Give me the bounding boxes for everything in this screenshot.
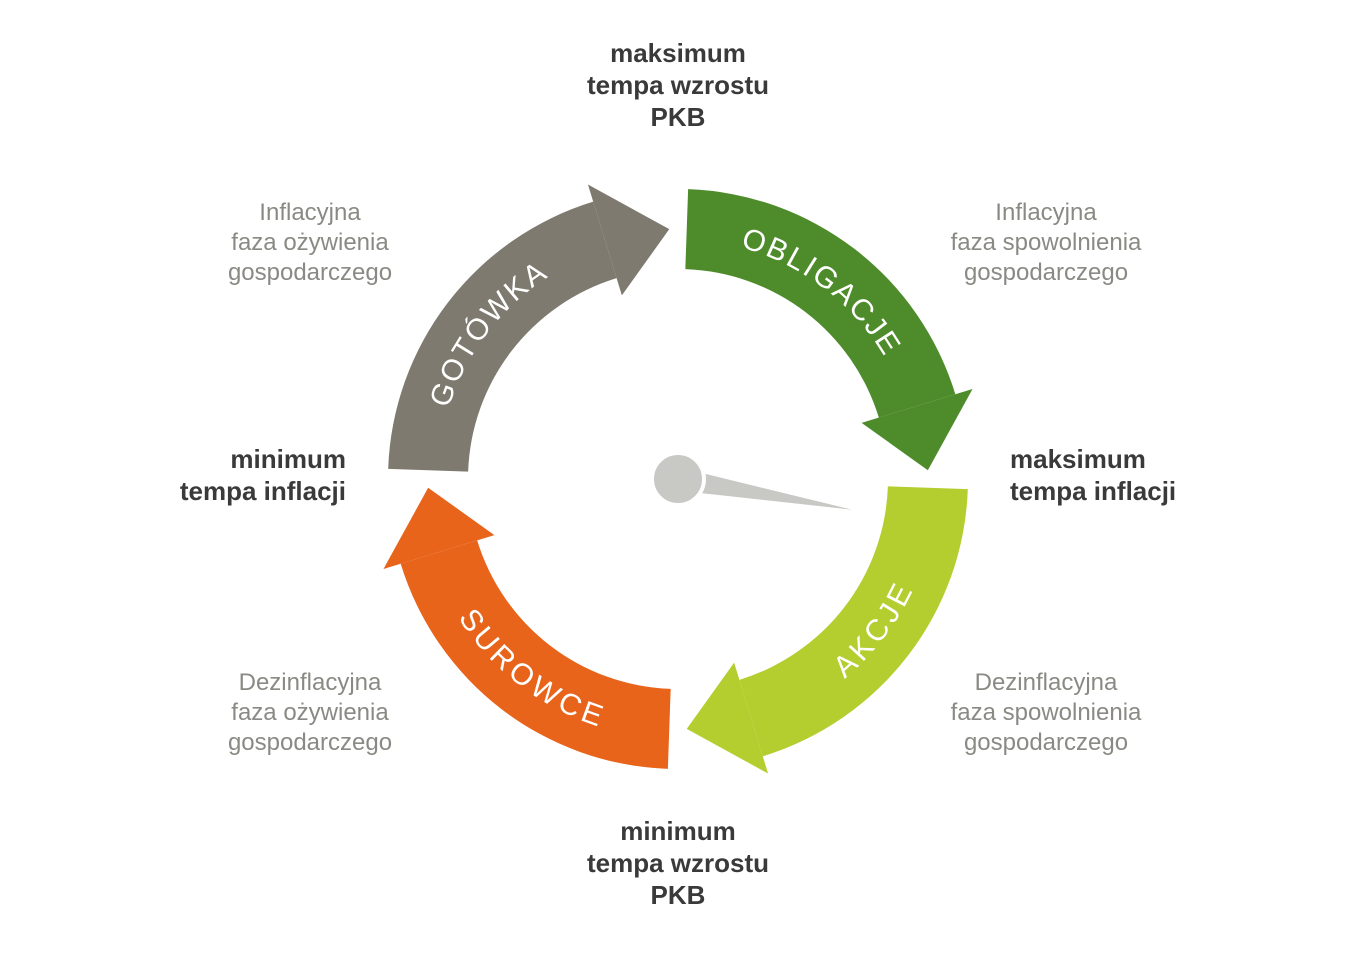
axis-label-bottom-line1: minimum [620, 816, 736, 846]
phase-bl-line3: gospodarczego [228, 729, 392, 756]
axis-label-right: maksimum tempa inflacji [1010, 444, 1176, 506]
phase-tr-line2: faza spowolnienia [951, 229, 1142, 256]
axis-label-right-line2: tempa inflacji [1010, 476, 1176, 506]
axis-label-left: minimum tempa inflacji [180, 444, 346, 506]
axis-label-left-line1: minimum [230, 444, 346, 474]
axis-label-bottom-line3: PKB [651, 880, 706, 910]
investment-clock-diagram: SUROWCEGOTÓWKAOBLIGACJEAKCJE maksimum te… [0, 0, 1356, 958]
phase-bl-line1: Dezinflacyjna [239, 669, 382, 696]
axis-label-top: maksimum tempa wzrostu PKB [587, 38, 769, 132]
phase-tr-line1: Inflacyjna [995, 199, 1097, 226]
axis-label-right-line1: maksimum [1010, 444, 1146, 474]
phase-label-top-right: Inflacyjna faza spowolnienia gospodarcze… [951, 199, 1142, 286]
phase-br-line3: gospodarczego [964, 729, 1128, 756]
phase-tl-line3: gospodarczego [228, 259, 392, 286]
phase-tr-line3: gospodarczego [964, 259, 1128, 286]
axis-label-bottom: minimum tempa wzrostu PKB [587, 816, 769, 910]
phase-label-bottom-right: Dezinflacyjna faza spowolnienia gospodar… [951, 669, 1142, 756]
axis-label-bottom-line2: tempa wzrostu [587, 848, 769, 878]
phase-label-top-left: Inflacyjna faza ożywienia gospodarczego [228, 199, 392, 286]
axis-label-left-line2: tempa inflacji [180, 476, 346, 506]
phase-bl-line2: faza ożywienia [231, 699, 389, 726]
clock-needle [652, 453, 875, 514]
needle-hub [652, 453, 704, 505]
phase-br-line2: faza spowolnienia [951, 699, 1142, 726]
phase-label-bottom-left: Dezinflacyjna faza ożywienia gospodarcze… [228, 669, 392, 756]
axis-label-top-line2: tempa wzrostu [587, 70, 769, 100]
phase-tl-line1: Inflacyjna [259, 199, 361, 226]
axis-label-top-line3: PKB [651, 102, 706, 132]
phase-br-line1: Dezinflacyjna [975, 669, 1118, 696]
axis-label-top-line1: maksimum [610, 38, 746, 68]
phase-tl-line2: faza ożywienia [231, 229, 389, 256]
